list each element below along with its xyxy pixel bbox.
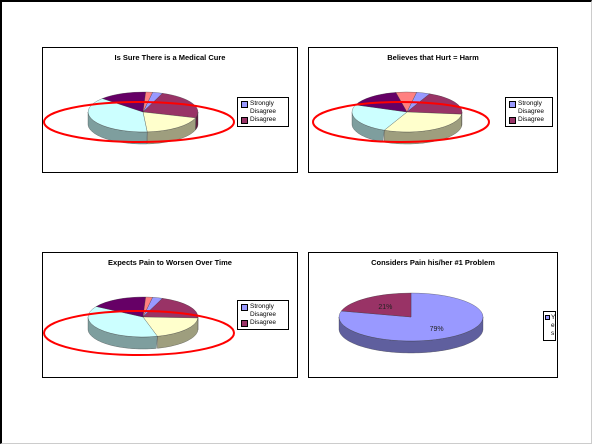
chart-title: Expects Pain to Worsen Over Time bbox=[108, 258, 232, 267]
legend-swatch bbox=[241, 117, 248, 124]
pie-slices bbox=[87, 91, 199, 145]
pie-slice-slice-4 bbox=[351, 104, 408, 131]
chart-panel-hurt-harm: Believes that Hurt = Harm Strongly Disag… bbox=[308, 47, 558, 173]
data-label-slice-2: 21% bbox=[378, 304, 392, 311]
legend-swatch bbox=[241, 101, 248, 108]
highlight-ellipse bbox=[312, 101, 490, 143]
pie-slice-slice-4 bbox=[87, 98, 148, 133]
legend-item-disagree: Disagree bbox=[509, 116, 549, 124]
chart-legend: Strongly Disagree Disagree bbox=[237, 97, 289, 127]
chart-title: Believes that Hurt = Harm bbox=[387, 53, 479, 62]
legend-item-strongly-disagree: Strongly Disagree bbox=[241, 100, 285, 116]
legend-item-strongly-disagree: Strongly Disagree bbox=[241, 303, 285, 319]
legend-label: Strongly Disagree bbox=[518, 100, 545, 115]
pie-chart-3d bbox=[43, 296, 235, 356]
highlight-ellipse bbox=[43, 101, 235, 143]
legend-swatch bbox=[241, 304, 248, 311]
legend-swatch bbox=[509, 117, 516, 124]
legend-swatch bbox=[241, 320, 248, 327]
pie-chart-3d: 79% 21% bbox=[338, 292, 484, 354]
chart-legend: Strongly Disagree Disagree bbox=[505, 97, 553, 127]
pie-slice-slice-3 bbox=[142, 111, 196, 133]
legend-item-strongly-disagree: Strongly Disagree bbox=[509, 100, 549, 116]
highlight-ellipse bbox=[43, 310, 235, 356]
pie-chart-3d bbox=[43, 91, 235, 145]
pie-slices bbox=[87, 296, 199, 350]
legend-swatch bbox=[509, 101, 516, 108]
pie-slice-disagree bbox=[142, 93, 199, 119]
pie-slice-slice-3 bbox=[383, 111, 462, 133]
legend-label: Strongly Disagree bbox=[250, 100, 277, 115]
pie-slices bbox=[338, 292, 484, 354]
legend-label: Disagree bbox=[250, 116, 277, 123]
pie-slice-slice-4 bbox=[87, 306, 158, 338]
chart-title: Is Sure There is a Medical Cure bbox=[114, 53, 226, 62]
legend-item-disagree: Disagree bbox=[241, 319, 285, 327]
pie-slice-slice-2 bbox=[341, 292, 412, 318]
legend-item-disagree: Disagree bbox=[241, 116, 285, 124]
chart-legend: Strongly Disagree Disagree bbox=[237, 300, 289, 330]
data-label-yes: 79% bbox=[430, 326, 444, 333]
chart-legend: Ye s bbox=[543, 311, 556, 341]
legend-label: Ye s bbox=[551, 314, 556, 337]
pie-slice-slice-3 bbox=[142, 316, 199, 337]
chart-panel-medical-cure: Is Sure There is a Medical Cure Strongly… bbox=[42, 47, 298, 173]
legend-label: Strongly Disagree bbox=[250, 303, 277, 318]
legend-item-yes: Ye s bbox=[545, 314, 556, 338]
chart-title: Considers Pain his/her #1 Problem bbox=[371, 258, 495, 267]
pie-slices bbox=[351, 91, 463, 145]
chart-panel-pain-problem: Considers Pain his/her #1 Problem 79% 21%… bbox=[308, 252, 558, 378]
legend-swatch bbox=[545, 315, 550, 320]
legend-label: Disagree bbox=[518, 116, 545, 123]
pie-chart-3d bbox=[312, 91, 490, 145]
legend-label: Disagree bbox=[250, 319, 277, 326]
chart-panel-pain-worsen: Expects Pain to Worsen Over Time Strongl… bbox=[42, 252, 298, 378]
